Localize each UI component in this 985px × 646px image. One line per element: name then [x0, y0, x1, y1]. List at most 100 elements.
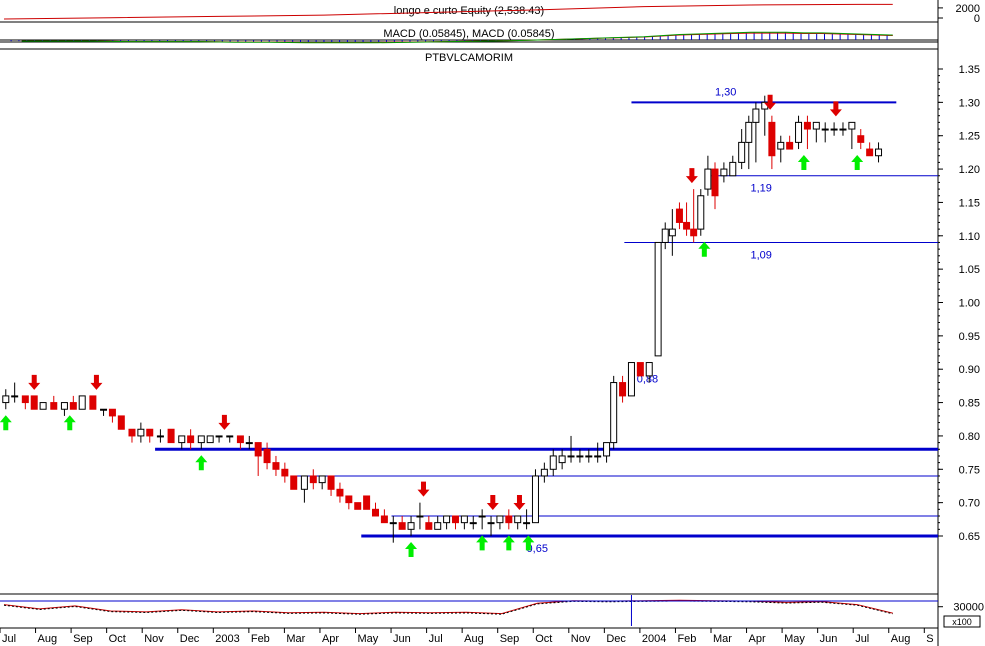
equity-tick-label: 2000: [956, 3, 980, 15]
candle-body: [425, 522, 433, 530]
candle-body: [540, 468, 548, 477]
buy-signal-arrow: [851, 155, 864, 171]
candle-body: [875, 148, 883, 157]
candle-body: [187, 435, 195, 444]
candle-body: [768, 121, 776, 157]
x-tick-label: Sep: [500, 633, 520, 645]
y-tick-label: 0.65: [959, 531, 980, 543]
candle-body: [89, 395, 97, 410]
buy-signal-arrow: [522, 535, 535, 551]
candle-body: [290, 475, 298, 490]
candlesticks: [2, 95, 883, 543]
equity-tick-label: 0: [974, 13, 980, 25]
candle-body: [50, 402, 58, 410]
buy-signal-arrow: [476, 535, 489, 551]
x-tick-label: Oct: [535, 633, 552, 645]
y-tick-label: 0.75: [959, 464, 980, 476]
candle-body: [2, 395, 10, 404]
x-tick-label: Oct: [109, 633, 126, 645]
candle-body: [300, 475, 308, 490]
candle-body: [443, 515, 451, 524]
x-tick-label: Aug: [891, 633, 911, 645]
y-tick-label: 0.80: [959, 431, 980, 443]
candle-body: [11, 395, 19, 398]
candle-body: [603, 442, 611, 457]
candle-body: [745, 121, 753, 143]
candle-body: [711, 168, 719, 197]
candle-body: [531, 475, 539, 524]
candle-body: [272, 462, 280, 470]
x-tick-label: May: [358, 633, 379, 645]
macd-panel-label: MACD (0.05845), MACD (0.05845): [383, 28, 554, 40]
y-tick-label: 1.00: [959, 298, 980, 310]
x-tick-label: Aug: [38, 633, 58, 645]
candle-body: [460, 515, 468, 524]
x-tick-label: 2003: [215, 633, 239, 645]
x-tick-label: Nov: [571, 633, 591, 645]
sell-signal-arrow: [829, 101, 842, 117]
candle-body: [645, 362, 653, 377]
candle-body: [627, 362, 635, 397]
y-tick-label: 0.90: [959, 364, 980, 376]
buy-signal-arrow: [0, 415, 12, 431]
y-tick-label: 0.95: [959, 331, 980, 343]
candle-body: [434, 522, 442, 530]
volume-multiplier-label: x100: [952, 617, 972, 627]
candle-body: [803, 121, 811, 130]
candle-body: [137, 428, 145, 437]
candle-body: [263, 448, 271, 464]
x-tick-label: Apr: [749, 633, 766, 645]
sell-signal-arrow: [28, 374, 41, 390]
candle-body: [720, 168, 728, 177]
macd-line: [21, 31, 893, 44]
candle-body: [398, 522, 406, 530]
sell-signal-arrow: [685, 168, 698, 184]
x-tick-label: Nov: [144, 633, 164, 645]
level-label: 1,19: [751, 183, 772, 195]
volume-line: [3, 599, 893, 615]
candle-body: [795, 121, 803, 143]
equity-panel-label: longo e curto Equity (2,538.43): [394, 5, 544, 17]
candle-body: [206, 435, 214, 444]
candle-body: [496, 515, 504, 524]
y-tick-label: 1.25: [959, 131, 980, 143]
candle-body: [215, 435, 223, 438]
sell-signal-arrow: [218, 414, 231, 430]
x-tick-label: Feb: [677, 633, 696, 645]
candle-body: [60, 402, 68, 410]
x-tick-label: Aug: [464, 633, 484, 645]
candle-body: [197, 435, 205, 444]
candle-body: [226, 435, 234, 438]
signal-arrows: [0, 94, 864, 557]
sell-signal-arrow: [417, 481, 430, 497]
x-tick-label: Jul: [429, 633, 443, 645]
level-label: 0,88: [637, 374, 658, 386]
candle-body: [848, 121, 856, 130]
candle-body: [830, 128, 838, 131]
x-tick-label: Dec: [180, 633, 200, 645]
candle-body: [857, 135, 865, 143]
candle-body: [654, 241, 662, 357]
candle-body: [866, 148, 874, 157]
candle-body: [354, 502, 362, 510]
candle-body: [576, 455, 584, 458]
candle-body: [309, 475, 317, 484]
volume-multiplier-box: [943, 615, 981, 628]
volume-avg-line: [3, 600, 893, 615]
y-tick-label: 1.10: [959, 231, 980, 243]
x-tick-label: Mar: [713, 633, 732, 645]
price-y-axis: 1.35 1.30 1.25 1.20 1.15 1.10 1.05 1.00 0.95 0.90…: [938, 64, 980, 543]
candle-body: [567, 455, 575, 458]
candle-body: [336, 488, 344, 497]
candle-body: [558, 455, 566, 464]
candle-body: [610, 382, 618, 444]
candle-body: [729, 161, 737, 177]
x-tick-label: Sep: [73, 633, 93, 645]
candle-body: [39, 402, 47, 410]
buy-signal-arrow: [502, 535, 515, 551]
candle-body: [146, 428, 154, 437]
candle-body: [345, 495, 353, 504]
candle-body: [812, 121, 820, 130]
